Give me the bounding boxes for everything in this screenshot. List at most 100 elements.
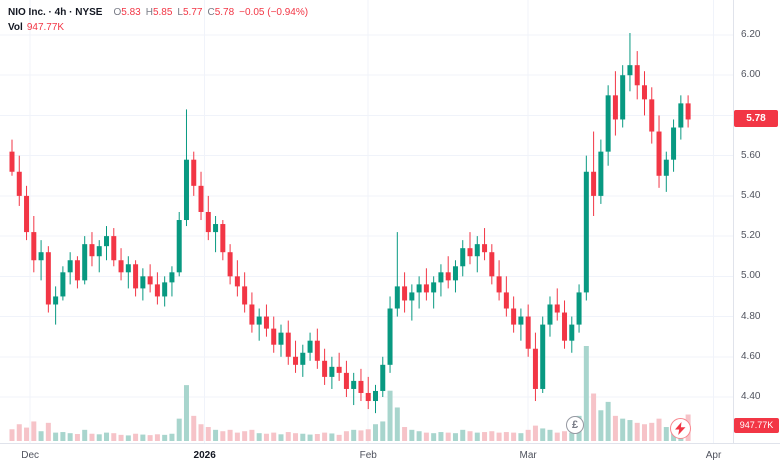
candle-body (634, 65, 640, 86)
volume-bar (271, 432, 277, 441)
close-value: 5.78 (214, 7, 235, 18)
volume-bar (9, 429, 15, 441)
volume-bar (45, 422, 51, 441)
volume-label: Vol (8, 22, 23, 33)
candle-body (598, 151, 604, 196)
legend-row-volume: Vol 947.77K (8, 20, 308, 35)
volume-bar (205, 427, 211, 441)
candle-body (438, 272, 444, 283)
volume-bar (169, 433, 175, 441)
candle-body (249, 304, 255, 325)
candle-body (9, 151, 15, 172)
candle-body (641, 85, 647, 100)
volume-bar (416, 431, 422, 441)
candle-body (67, 260, 73, 273)
price-tick-label: 5.40 (741, 189, 761, 201)
volume-bar (154, 434, 160, 441)
candle-body (263, 316, 269, 329)
time-axis[interactable]: Dec 2026 Feb Mar Apr (0, 443, 780, 470)
candle-body (569, 324, 575, 341)
volume-bar (532, 425, 538, 441)
candle-body (460, 248, 466, 267)
candle-body (213, 224, 219, 233)
candle-body (576, 292, 582, 325)
volume-bar (620, 418, 626, 441)
candle-body (220, 224, 226, 253)
candle-body (402, 286, 408, 301)
candle-body (147, 276, 153, 285)
candle-body (125, 264, 131, 273)
candle-body (278, 332, 284, 345)
price-tick-label: 4.80 (741, 310, 761, 322)
candle-body (612, 95, 618, 120)
candle-body (358, 380, 364, 393)
volume-bar (242, 431, 248, 441)
volume-bar (104, 432, 110, 441)
candle-body (82, 244, 88, 281)
volume-bar (598, 410, 604, 441)
volume-bar (591, 393, 597, 441)
candle-body (373, 390, 378, 402)
candle-body (394, 286, 400, 309)
boost-button[interactable] (670, 418, 691, 439)
candle-body (60, 272, 66, 297)
volume-bar (322, 432, 328, 441)
candle-body (198, 185, 204, 212)
volume-bar (445, 432, 451, 441)
candle-body (409, 292, 415, 301)
volume-bar (474, 432, 480, 441)
candle-body (474, 244, 480, 257)
candle-body (518, 316, 524, 325)
candle-body (663, 159, 669, 176)
price-tick-label: 6.20 (741, 29, 761, 40)
candle-body (183, 159, 189, 221)
candle-body (656, 131, 662, 176)
volume-bar (227, 429, 233, 441)
volume-bar (256, 433, 262, 441)
price-axis[interactable]: 6.206.005.805.605.405.205.004.804.604.40 (733, 0, 780, 443)
volume-bar (409, 429, 415, 441)
volume-bar (423, 432, 429, 441)
candle-body (322, 360, 328, 377)
volume-bar (125, 435, 131, 441)
candle-body (154, 284, 160, 297)
volume-bar (213, 429, 219, 441)
volume-bar (467, 431, 473, 441)
candle-body (380, 364, 386, 391)
candle-body (256, 316, 262, 325)
candle-body (343, 372, 349, 389)
volume-bar (496, 432, 502, 441)
candle-body (300, 352, 306, 365)
candle-body (162, 282, 168, 297)
candle-body (242, 286, 248, 305)
candle-body (140, 276, 146, 289)
symbol-title[interactable]: NIO Inc. · 4h · NYSE (8, 7, 103, 18)
volume-bar (96, 434, 102, 441)
volume-bar (147, 435, 153, 441)
candle-body (583, 171, 589, 293)
candle-body (467, 248, 473, 257)
candle-body (45, 252, 51, 305)
volume-bar (518, 433, 524, 441)
volume-bar (176, 418, 182, 441)
time-tick-label: Apr (705, 450, 722, 461)
candle-body (591, 171, 597, 196)
volume-bar (663, 427, 669, 441)
volume-bar (278, 434, 284, 441)
volume-bar (220, 431, 226, 441)
volume-bar (38, 431, 44, 441)
volume-bar (343, 431, 349, 441)
candle-body (482, 244, 488, 253)
candle-body (562, 312, 568, 341)
currency-pound-button[interactable]: £ (566, 416, 584, 434)
price-tick-label: 5.00 (741, 270, 761, 282)
volume-bar (82, 429, 88, 441)
open-value: 5.83 (121, 7, 141, 18)
candle-body (620, 75, 626, 120)
volume-bar (300, 433, 306, 441)
volume-bar (53, 432, 59, 441)
volume-bar (503, 432, 509, 441)
volume-bar (540, 428, 546, 441)
volume-bar (118, 434, 124, 441)
